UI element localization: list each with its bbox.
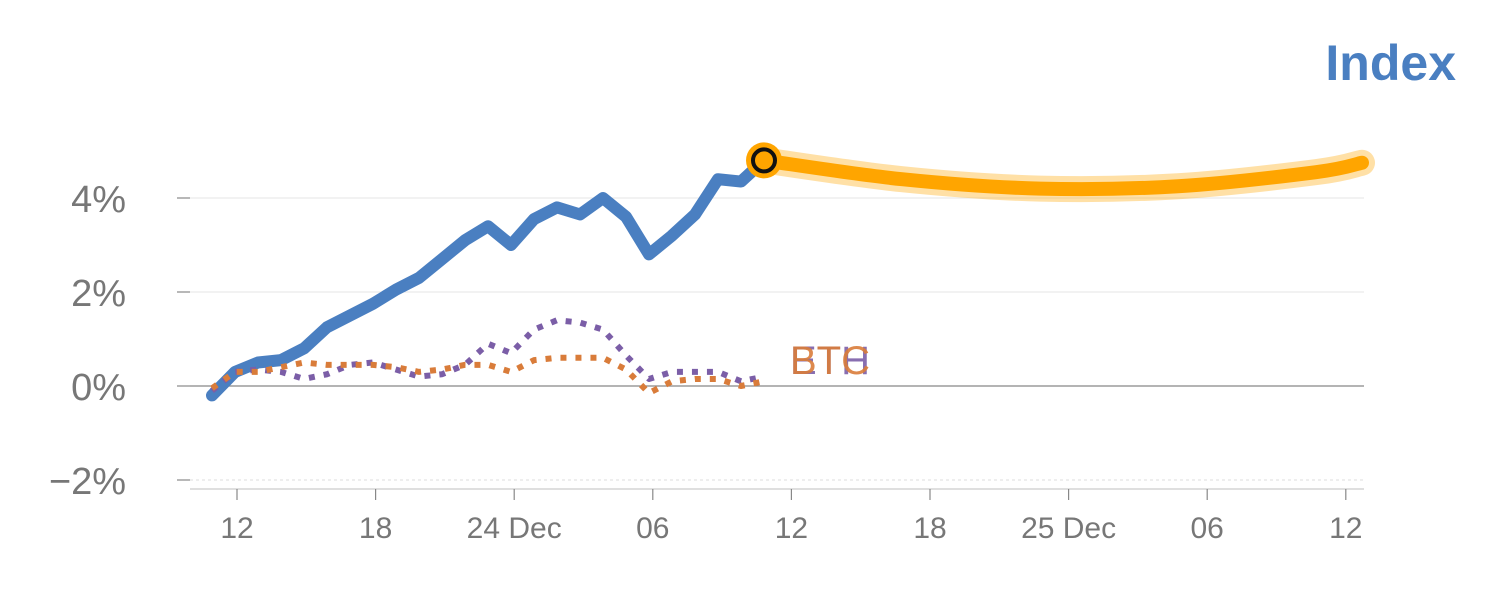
x-tick-label: 18 bbox=[913, 512, 946, 545]
x-tick-label: 12 bbox=[775, 512, 808, 545]
series-line-index bbox=[206, 154, 770, 402]
x-tick-label: 18 bbox=[359, 512, 392, 545]
x-tick-label: 25 Dec bbox=[1021, 512, 1116, 545]
grid-lines bbox=[190, 197, 1364, 481]
forecast-line bbox=[757, 153, 1369, 197]
x-tick-label: 24 Dec bbox=[467, 512, 562, 545]
x-tick-label: 12 bbox=[220, 512, 253, 545]
y-tick-label: 2% bbox=[71, 273, 126, 315]
x-tick-label: 12 bbox=[1329, 512, 1362, 545]
current-marker bbox=[751, 147, 777, 174]
axes: 4% 2% 0% −2% 12 18 24 Dec 06 12 18 25 Dec 06 12 bbox=[49, 179, 1364, 545]
series-label-btc: BTC bbox=[790, 339, 870, 383]
series-group bbox=[206, 142, 1375, 402]
x-tick-label: 06 bbox=[1191, 512, 1224, 545]
x-tick-label: 06 bbox=[636, 512, 669, 545]
y-tick-label: −2% bbox=[49, 461, 126, 503]
chart-title: Index bbox=[1325, 35, 1456, 91]
y-tick-label: 4% bbox=[71, 179, 126, 221]
series-label-eth: ETH bbox=[790, 339, 870, 383]
y-tick-label: 0% bbox=[71, 367, 126, 409]
